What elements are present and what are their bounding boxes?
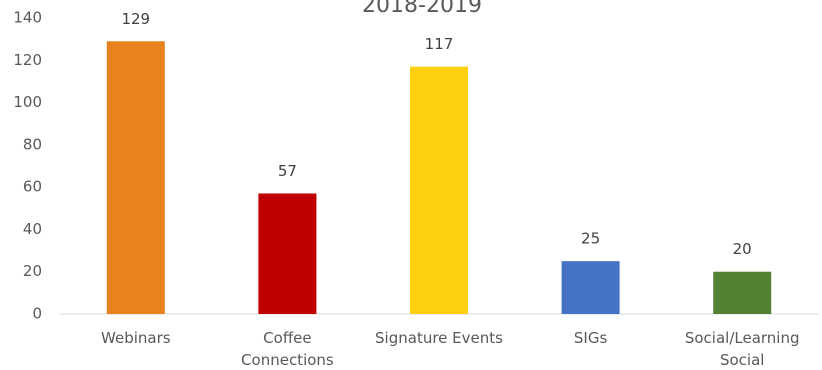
data-label: 57: [278, 162, 297, 180]
chart-title: 2018-2019: [362, 0, 482, 18]
bar: [410, 66, 468, 314]
y-axis: 0 20 40 60 80 100 120 140: [13, 9, 42, 323]
data-label: 117: [425, 35, 454, 53]
bar: [258, 193, 317, 314]
x-tick-label: SIGs: [574, 329, 608, 347]
x-axis: Webinars Coffee Connections Signature Event…: [101, 329, 800, 369]
bar: [106, 41, 165, 314]
x-tick-label: Coffee Connections: [241, 329, 334, 369]
bar: [561, 261, 620, 314]
data-label: 25: [581, 230, 600, 248]
bar: [713, 271, 772, 314]
y-tick-label: 100: [13, 93, 42, 111]
y-tick-label: 0: [32, 305, 42, 323]
y-tick-label: 120: [13, 51, 42, 69]
y-tick-label: 60: [23, 178, 42, 196]
data-label: 20: [733, 240, 752, 258]
x-tick-label: Webinars: [101, 329, 171, 347]
x-tick-label: Signature Events: [375, 329, 503, 347]
x-tick-label: Social/Learning Social: [685, 329, 800, 369]
y-tick-label: 80: [23, 135, 42, 153]
data-label: 129: [121, 10, 150, 28]
y-tick-label: 140: [13, 9, 42, 27]
y-tick-label: 40: [23, 220, 42, 238]
y-tick-label: 20: [23, 262, 42, 280]
bars: 129 57 117 25 20: [106, 10, 772, 314]
